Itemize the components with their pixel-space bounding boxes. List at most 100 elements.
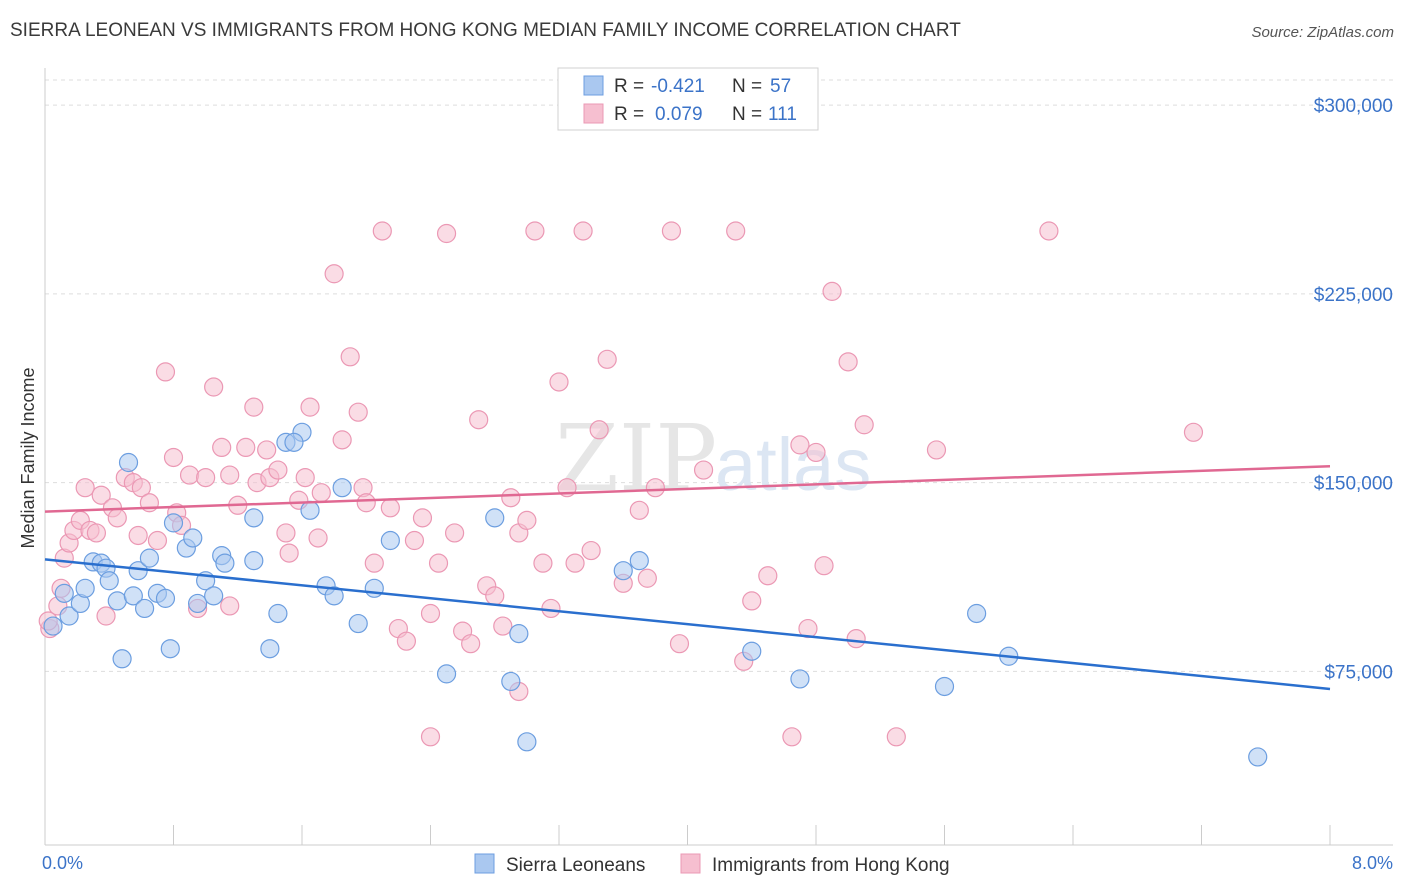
legend-r-label-1: R = — [614, 76, 644, 97]
blue-point-9 — [107, 591, 127, 611]
blue-point-4 — [75, 578, 95, 598]
blue-point-50 — [934, 676, 955, 697]
chart-title: SIERRA LEONEAN VS IMMIGRANTS FROM HONG K… — [10, 20, 961, 41]
pink-point-57 — [420, 603, 441, 624]
pink-point-76 — [573, 221, 593, 241]
pink-point-102 — [420, 727, 441, 747]
legend-swatch-pink — [583, 103, 604, 124]
pink-point-94 — [814, 556, 834, 576]
blue-point-26 — [215, 553, 235, 573]
trend-lines — [44, 465, 1331, 691]
y-tick-label-2: $225,000 — [1314, 285, 1393, 306]
pink-point-38 — [279, 543, 299, 563]
pink-point-89 — [742, 591, 762, 611]
pink-point-28 — [212, 437, 232, 458]
blue-point-1 — [54, 583, 74, 603]
pink-point-60 — [444, 523, 465, 543]
y-tick-labels: $75,000 $150,000 $225,000 $300,000 — [1314, 96, 1393, 683]
blue-point-27 — [244, 508, 264, 528]
blue-point-49 — [790, 669, 810, 689]
pink-point-67 — [501, 488, 521, 508]
pink-point-31 — [236, 437, 256, 458]
blue-point-33 — [284, 432, 304, 452]
pink-point-56 — [412, 508, 433, 528]
pink-point-100 — [1039, 221, 1059, 241]
pink-point-21 — [163, 447, 184, 468]
blue-point-37 — [332, 478, 352, 498]
pink-point-27 — [204, 377, 224, 397]
blue-point-18 — [160, 639, 180, 659]
pink-point-51 — [372, 221, 392, 241]
pink-point-45 — [332, 430, 352, 450]
pink-point-34 — [257, 440, 277, 460]
pink-point-98 — [886, 727, 906, 747]
pink-point-70 — [525, 221, 545, 241]
pink-point-65 — [485, 586, 505, 606]
pink-point-37 — [276, 523, 296, 543]
pink-point-79 — [597, 349, 617, 369]
pink-point-49 — [356, 493, 376, 513]
pink-point-42 — [308, 528, 328, 548]
blue-point-45 — [517, 732, 537, 752]
pink-point-20 — [155, 362, 176, 382]
pink-point-85 — [669, 634, 690, 654]
pink-point-17 — [131, 478, 151, 498]
pink-point-99 — [926, 440, 947, 460]
pink-point-101 — [1183, 422, 1204, 442]
pink-point-73 — [549, 372, 569, 392]
blue-point-21 — [183, 528, 203, 548]
pink-point-83 — [645, 478, 665, 498]
blue-point-43 — [501, 671, 521, 692]
pink-point-58 — [428, 553, 449, 573]
pink-point-26 — [196, 467, 216, 488]
y-tick-label-1: $150,000 — [1314, 474, 1393, 495]
blue-point-51 — [967, 603, 987, 624]
series-hong-kong-points — [38, 221, 1204, 747]
pink-point-84 — [661, 221, 682, 241]
watermark-atlas: atlas — [715, 423, 871, 506]
pink-point-97 — [854, 415, 874, 435]
blue-point-10 — [112, 649, 132, 669]
pink-point-77 — [581, 540, 601, 561]
blue-point-41 — [436, 664, 457, 684]
grid-lines — [45, 79, 1393, 672]
pink-point-81 — [629, 500, 649, 520]
pink-point-55 — [404, 530, 425, 551]
blue-point-0 — [43, 616, 63, 636]
legend-swatch-blue — [583, 75, 604, 96]
series-sierra-leonean-points — [43, 422, 1268, 767]
pink-point-82 — [637, 568, 657, 588]
blue-trend-line — [44, 558, 1331, 691]
blue-point-47 — [629, 551, 649, 571]
blue-point-38 — [348, 613, 368, 634]
source-label: Source: ZipAtlas.com — [1251, 24, 1394, 41]
blue-point-28 — [244, 551, 264, 571]
bottom-legend-label-1: Sierra Leoneans — [506, 855, 645, 876]
y-axis-label: Median Family Income — [18, 367, 38, 548]
bottom-legend: Sierra Leoneans Immigrants from Hong Kon… — [474, 853, 950, 876]
blue-point-34 — [300, 500, 320, 520]
blue-point-19 — [163, 513, 184, 533]
pink-point-7 — [75, 478, 95, 498]
pink-point-11 — [96, 606, 116, 626]
pink-point-106 — [220, 596, 240, 616]
blue-point-14 — [134, 598, 155, 619]
pink-point-105 — [846, 629, 866, 649]
pink-point-54 — [396, 631, 417, 651]
pink-point-36 — [268, 460, 288, 480]
legend-n-value-2: 111 — [768, 104, 797, 125]
pink-point-71 — [533, 553, 553, 573]
blue-point-24 — [204, 586, 224, 606]
blue-point-46 — [613, 561, 633, 581]
watermark: ZIP atlas — [555, 405, 871, 512]
pink-point-10 — [91, 485, 111, 505]
blue-point-30 — [260, 639, 280, 659]
legend-r-value-1: -0.421 — [651, 76, 705, 97]
blue-point-15 — [139, 548, 160, 568]
pink-point-32 — [244, 397, 264, 417]
legend-r-label-2: R = — [614, 104, 644, 125]
blue-point-36 — [324, 586, 344, 606]
pink-point-43 — [311, 483, 331, 503]
pink-point-96 — [838, 352, 858, 372]
top-legend: R = -0.421 N = 57 R = 0.079 N = 111 — [557, 67, 819, 131]
